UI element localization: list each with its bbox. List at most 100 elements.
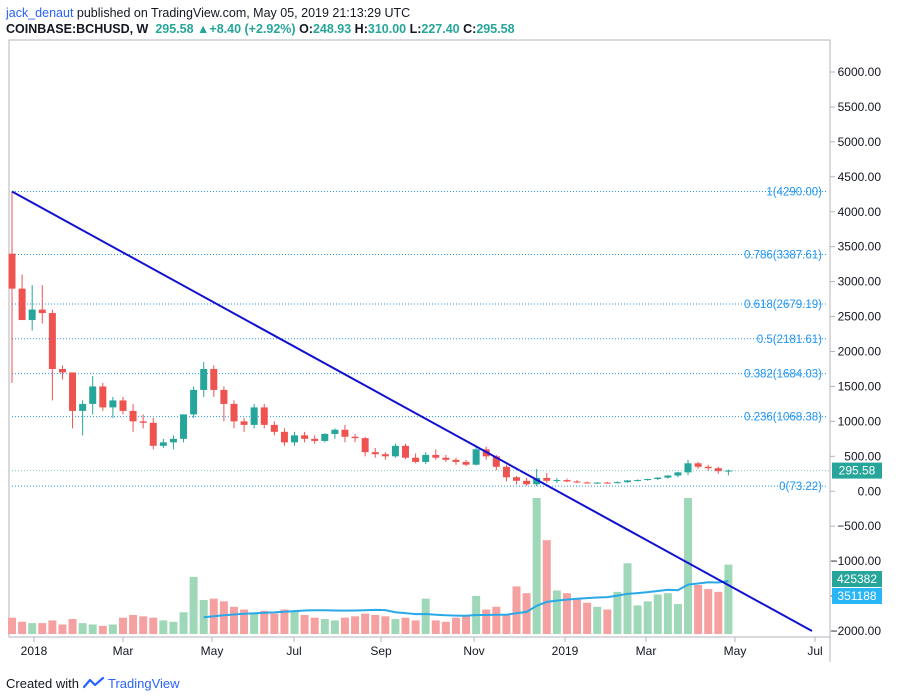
candle-body: [190, 389, 198, 415]
volume-bar: [441, 621, 450, 634]
volume-bar: [340, 617, 349, 634]
volume-bar: [28, 623, 37, 634]
volume-bar: [8, 617, 16, 634]
fib-level-label: 0.618(2679.19): [744, 299, 822, 311]
candle-body: [69, 372, 77, 411]
author-username[interactable]: jack_denaut: [6, 6, 74, 20]
candle-body: [563, 480, 571, 482]
fibonacci-retracement[interactable]: 1(4290.00) 0.786(3387.61) 0.618(2679.19) 0.…: [12, 186, 828, 493]
volume-bar: [149, 617, 158, 634]
candle-body: [634, 480, 642, 482]
candle-body: [38, 309, 46, 314]
candle-body: [250, 407, 258, 425]
price-change: +8.40 (+2.92%): [209, 22, 296, 36]
candle-body: [149, 422, 157, 446]
price-tick-label: 2500.00: [838, 310, 882, 324]
symbol-ohlc-bar: COINBASE:BCHUSD, W 295.58 ▲+8.40 (+2.92%…: [6, 22, 515, 36]
volume-bar: [310, 617, 319, 634]
volume-bar: [694, 585, 703, 634]
price-tick-label: −2000.00: [831, 624, 882, 638]
tradingview-brand[interactable]: TradingView: [108, 676, 180, 691]
candle-body: [321, 433, 329, 441]
candle-body: [28, 309, 36, 321]
price-tick-label: 2000.00: [838, 345, 882, 359]
candle-body: [270, 424, 278, 432]
candle-body: [381, 454, 389, 457]
volume-ma-line: [203, 580, 729, 619]
volume-bar: [260, 610, 269, 634]
volume-bar: [391, 619, 400, 634]
volume-bar: [552, 590, 561, 634]
time-axis[interactable]: 2018 Mar May Jul Sep Nov 2019 Mar May Jul: [21, 637, 823, 658]
close-value: 295.58: [476, 22, 515, 36]
candle-body: [573, 481, 581, 483]
published-text: published on TradingView.com, May 05, 20…: [76, 6, 411, 20]
time-tick-label: 2018: [21, 644, 48, 658]
price-tick-label: 3000.00: [838, 275, 882, 289]
fib-level-label: 0(73.22): [779, 481, 822, 493]
candle-body: [58, 368, 66, 373]
candle-body: [311, 438, 319, 441]
volume-bar: [593, 606, 602, 634]
price-tick-label: −1000.00: [831, 554, 882, 568]
candle-body: [99, 386, 107, 408]
candle-body: [684, 463, 692, 473]
candle-body: [280, 431, 288, 443]
time-tick-label: Sep: [370, 644, 392, 658]
candle-body: [644, 479, 652, 481]
candle-body: [462, 461, 470, 465]
high-value: 310.00: [367, 22, 407, 36]
volume-bar: [159, 620, 168, 634]
close-label: C:: [463, 22, 477, 36]
candle-body: [8, 253, 16, 289]
volume-bar: [532, 498, 541, 634]
volume-bar: [421, 598, 430, 634]
volume-bar: [653, 594, 662, 634]
volume-bar: [250, 612, 259, 634]
price-axis[interactable]: 6000.00 5500.00 5000.00 4500.00 4000.00 3500.…: [830, 65, 882, 638]
price-tick-label: 500.00: [844, 449, 881, 463]
candle-body: [341, 429, 349, 437]
candle-body: [109, 400, 117, 408]
downtrend-line[interactable]: [11, 190, 813, 632]
volume-bar: [512, 586, 521, 634]
volume-bar: [189, 576, 198, 634]
volume-bar: [724, 564, 733, 634]
volume-bar: [623, 563, 632, 634]
volume-bar: [169, 621, 178, 634]
volume-bar: [108, 624, 117, 634]
volume-bar: [270, 613, 279, 634]
candle-body: [724, 470, 732, 472]
candle-body: [200, 368, 208, 390]
price-tick-label: 0.00: [858, 484, 882, 498]
drawing-overlays[interactable]: [11, 190, 830, 632]
up-arrow-icon: ▲: [197, 22, 210, 36]
volume-bar: [502, 614, 511, 634]
candle-body: [260, 407, 268, 425]
volume-bar: [411, 620, 420, 634]
high-label: H:: [354, 22, 368, 36]
volume-bar: [492, 606, 501, 634]
fib-level-label: 0.786(3387.61): [744, 250, 822, 262]
volume-bar: [330, 620, 339, 634]
volume-bar: [482, 609, 491, 634]
volume-bar: [179, 612, 188, 634]
candle-body: [533, 477, 541, 485]
volume-bar: [542, 540, 551, 634]
volume-bar: [18, 621, 27, 634]
volume-bar: [401, 617, 410, 634]
price-tick-label: 6000.00: [838, 65, 882, 79]
volume-bar: [290, 610, 299, 634]
volume-bar: [58, 624, 67, 634]
volume-bar: [139, 616, 148, 634]
volume-bar: [663, 593, 672, 634]
open-label: O:: [299, 22, 313, 36]
volume-bar: [129, 614, 138, 634]
time-tick-label: Mar: [113, 644, 134, 658]
price-tick-label: 4500.00: [838, 170, 882, 184]
candle-body: [664, 475, 672, 478]
price-tick-label: 3500.00: [838, 240, 882, 254]
volume-bar: [562, 593, 571, 634]
candle-body: [230, 403, 238, 422]
